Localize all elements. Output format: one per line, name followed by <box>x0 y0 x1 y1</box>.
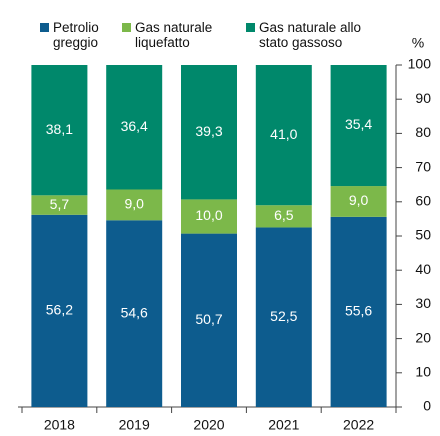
value-label: 9,0 <box>124 196 144 212</box>
legend-label: Gas naturale allo stato gassoso <box>259 20 362 50</box>
y-axis-label: % <box>412 35 424 51</box>
value-label: 52,5 <box>270 308 297 324</box>
bar-segment <box>181 65 237 200</box>
legend-swatch <box>122 23 131 32</box>
y-tick-label: 50 <box>415 227 431 243</box>
bar-segment <box>181 233 237 407</box>
bar-segment <box>31 195 88 215</box>
bar-segment <box>181 199 237 234</box>
legend-item: Petrolio greggio <box>40 20 110 50</box>
value-label: 50,7 <box>195 311 222 327</box>
bar-segment <box>106 65 163 190</box>
value-label: 36,4 <box>121 118 148 134</box>
legend-swatch <box>40 23 49 32</box>
y-tick-label: 0 <box>423 398 431 414</box>
y-tick-label: 80 <box>415 124 431 140</box>
value-label: 35,4 <box>345 116 372 132</box>
y-tick-label: 100 <box>408 56 432 72</box>
value-label: 6,5 <box>274 207 294 223</box>
bar-segment <box>255 65 312 206</box>
legend-swatch <box>246 23 255 32</box>
bar-segment <box>106 220 163 407</box>
bar-segment <box>106 189 163 221</box>
y-tick-label: 70 <box>415 158 431 174</box>
bar-segment <box>330 216 387 407</box>
legend-label: Gas naturale liquefatto <box>135 20 213 50</box>
value-label: 10,0 <box>195 207 222 223</box>
bar-segment <box>330 65 387 187</box>
value-label: 55,6 <box>345 303 372 319</box>
x-tick-label: 2019 <box>119 417 150 433</box>
value-label: 41,0 <box>270 126 297 142</box>
value-label: 38,1 <box>46 121 73 137</box>
value-label: 5,7 <box>50 196 70 212</box>
x-tick-label: 2021 <box>268 417 299 433</box>
y-tick-label: 60 <box>415 193 431 209</box>
legend-label: Petrolio greggio <box>53 20 99 50</box>
value-label: 9,0 <box>349 192 369 208</box>
y-tick-label: 40 <box>415 261 431 277</box>
value-label: 56,2 <box>46 302 73 318</box>
y-tick-label: 90 <box>415 90 431 106</box>
legend-item: Gas naturale liquefatto <box>122 20 232 50</box>
legend-item: Gas naturale allo stato gassoso <box>246 20 386 50</box>
bar-segment <box>31 65 88 196</box>
bar-segment <box>330 186 387 217</box>
bar-segment <box>255 205 312 228</box>
value-label: 39,3 <box>195 123 222 139</box>
x-tick-label: 2020 <box>193 417 224 433</box>
x-tick-label: 2018 <box>44 417 75 433</box>
y-tick-label: 30 <box>415 295 431 311</box>
x-tick-label: 2022 <box>343 417 374 433</box>
bar-segment <box>255 227 312 407</box>
y-tick-label: 10 <box>415 364 431 380</box>
value-label: 54,6 <box>121 304 148 320</box>
bar-segment <box>31 214 88 407</box>
y-tick-label: 20 <box>415 329 431 345</box>
